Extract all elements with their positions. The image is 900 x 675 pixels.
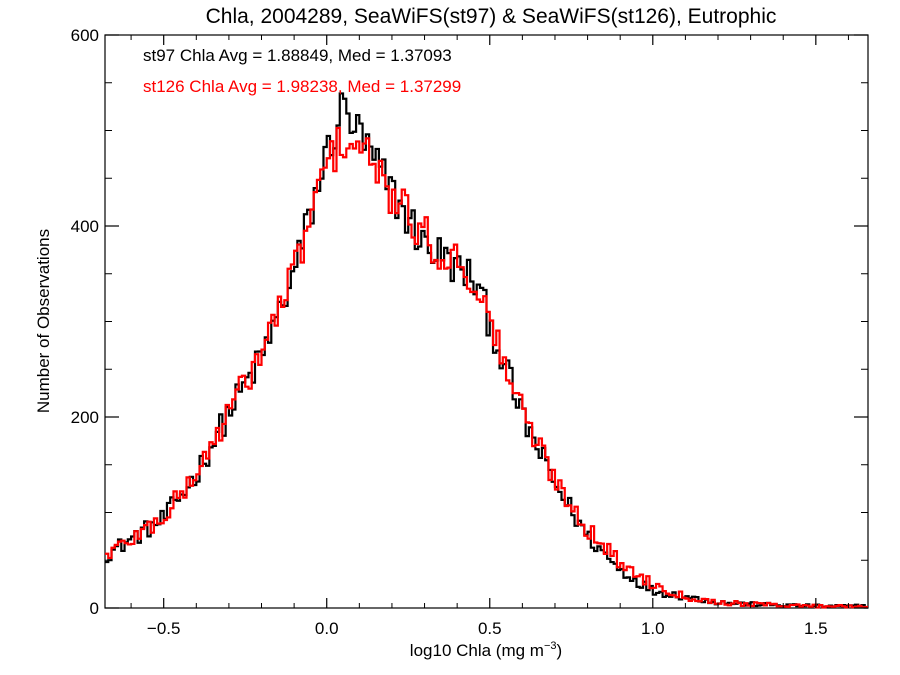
y-axis-label: Number of Observations <box>34 229 53 413</box>
x-axis: −0.5 0.0 0.5 1.0 1.5 <box>130 35 849 638</box>
y-axis: 0 200 400 600 <box>71 26 868 618</box>
y-tick-label: 400 <box>71 217 99 236</box>
x-axis-label-main: log10 Chla (mg m <box>410 641 544 660</box>
series-st97-line <box>105 92 868 609</box>
y-tick-label: 600 <box>71 26 99 45</box>
x-tick-label: 1.0 <box>641 619 665 638</box>
x-axis-label-superscript: −3 <box>544 640 557 652</box>
y-tick-label: 0 <box>90 599 99 618</box>
annotation-st126: st126 Chla Avg = 1.98238, Med = 1.37299 <box>143 77 461 96</box>
x-tick-label: 1.5 <box>804 619 828 638</box>
x-axis-label: log10 Chla (mg m−3) <box>410 640 562 660</box>
series-group <box>105 92 868 609</box>
x-axis-label-close: ) <box>557 641 563 660</box>
x-tick-label: 0.0 <box>315 619 339 638</box>
y-tick-label: 200 <box>71 408 99 427</box>
x-tick-label: 0.5 <box>478 619 502 638</box>
annotation-st97: st97 Chla Avg = 1.88849, Med = 1.37093 <box>143 46 452 65</box>
x-tick-label: −0.5 <box>147 619 181 638</box>
chart-title: Chla, 2004289, SeaWiFS(st97) & SeaWiFS(s… <box>206 5 777 28</box>
series-st126-line <box>105 126 868 609</box>
